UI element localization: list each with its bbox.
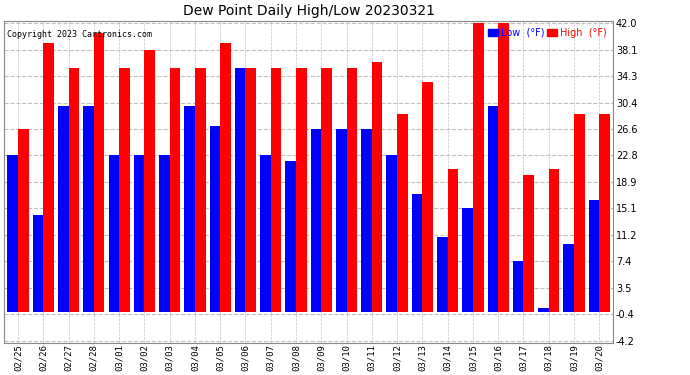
Text: Copyright 2023 Cartronics.com: Copyright 2023 Cartronics.com [7,30,152,39]
Bar [397,114,408,312]
Bar [170,68,180,312]
Bar [144,50,155,312]
Bar [310,129,322,312]
Bar [235,68,246,312]
Title: Dew Point Daily High/Low 20230321: Dew Point Daily High/Low 20230321 [183,4,435,18]
Bar [18,129,29,312]
Bar [574,114,584,312]
Bar [412,194,422,312]
Bar [134,155,144,312]
Bar [296,68,306,312]
Bar [68,68,79,312]
Bar [159,155,170,312]
Bar [184,106,195,312]
Bar [8,155,18,312]
Bar [372,62,382,312]
Bar [286,161,296,312]
Bar [322,68,332,312]
Bar [524,176,534,312]
Bar [563,243,574,312]
Bar [83,106,94,312]
Bar [538,308,549,312]
Bar [498,23,509,312]
Bar [549,169,560,312]
Bar [346,68,357,312]
Bar [386,155,397,312]
Bar [43,44,54,312]
Bar [488,106,498,312]
Legend: Low  (°F), High  (°F): Low (°F), High (°F) [486,26,609,39]
Bar [32,215,43,312]
Bar [119,68,130,312]
Bar [58,106,68,312]
Bar [336,129,346,312]
Bar [260,155,270,312]
Bar [437,237,448,312]
Bar [462,208,473,312]
Bar [246,68,256,312]
Bar [108,155,119,312]
Bar [589,200,599,312]
Bar [220,44,231,312]
Bar [422,82,433,312]
Bar [513,261,524,312]
Bar [361,129,372,312]
Bar [599,114,610,312]
Bar [195,68,206,312]
Bar [270,68,282,312]
Bar [94,33,104,312]
Bar [210,126,220,312]
Bar [473,23,484,312]
Bar [448,169,458,312]
